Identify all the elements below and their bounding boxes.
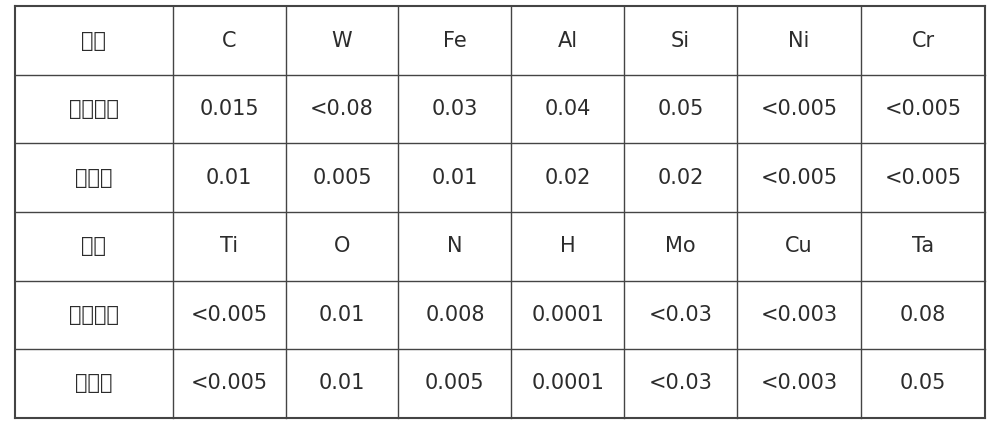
Text: <0.08: <0.08 <box>310 99 374 119</box>
Text: <0.005: <0.005 <box>884 99 962 119</box>
Text: <0.005: <0.005 <box>760 168 837 188</box>
Text: <0.03: <0.03 <box>649 374 712 393</box>
Text: 0.03: 0.03 <box>432 99 478 119</box>
Text: 0.015: 0.015 <box>199 99 259 119</box>
Text: 0.008: 0.008 <box>425 305 485 325</box>
Text: Fe: Fe <box>443 31 467 50</box>
Text: 0.0001: 0.0001 <box>531 305 604 325</box>
Text: 0.02: 0.02 <box>544 168 591 188</box>
Text: 元素: 元素 <box>81 236 106 256</box>
Text: O: O <box>334 236 350 256</box>
Text: 0.02: 0.02 <box>657 168 704 188</box>
Text: <0.003: <0.003 <box>760 374 837 393</box>
Text: Mo: Mo <box>665 236 696 256</box>
Text: Ti: Ti <box>220 236 238 256</box>
Text: 0.05: 0.05 <box>900 374 946 393</box>
Text: 元素: 元素 <box>81 31 106 50</box>
Text: 0.0001: 0.0001 <box>531 374 604 393</box>
Text: N: N <box>447 236 463 256</box>
Text: 0.05: 0.05 <box>657 99 704 119</box>
Text: <0.005: <0.005 <box>760 99 837 119</box>
Text: 其他公司: 其他公司 <box>69 99 119 119</box>
Text: C: C <box>222 31 237 50</box>
Text: 0.04: 0.04 <box>544 99 591 119</box>
Text: <0.005: <0.005 <box>191 374 268 393</box>
Text: 0.01: 0.01 <box>319 305 365 325</box>
Text: <0.005: <0.005 <box>191 305 268 325</box>
Text: Ni: Ni <box>788 31 810 50</box>
Text: W: W <box>332 31 352 50</box>
Text: 0.01: 0.01 <box>319 374 365 393</box>
Text: 0.01: 0.01 <box>432 168 478 188</box>
Text: 我公司: 我公司 <box>75 374 113 393</box>
Text: 我公司: 我公司 <box>75 168 113 188</box>
Text: 0.08: 0.08 <box>900 305 946 325</box>
Text: Cu: Cu <box>785 236 813 256</box>
Text: <0.003: <0.003 <box>760 305 837 325</box>
Text: 0.005: 0.005 <box>425 374 485 393</box>
Text: 其他公司: 其他公司 <box>69 305 119 325</box>
Text: 0.01: 0.01 <box>206 168 252 188</box>
Text: 0.005: 0.005 <box>312 168 372 188</box>
Text: <0.005: <0.005 <box>884 168 962 188</box>
Text: H: H <box>560 236 575 256</box>
Text: <0.03: <0.03 <box>649 305 712 325</box>
Text: Cr: Cr <box>911 31 935 50</box>
Text: Ta: Ta <box>912 236 934 256</box>
Text: Si: Si <box>671 31 690 50</box>
Text: Al: Al <box>558 31 578 50</box>
